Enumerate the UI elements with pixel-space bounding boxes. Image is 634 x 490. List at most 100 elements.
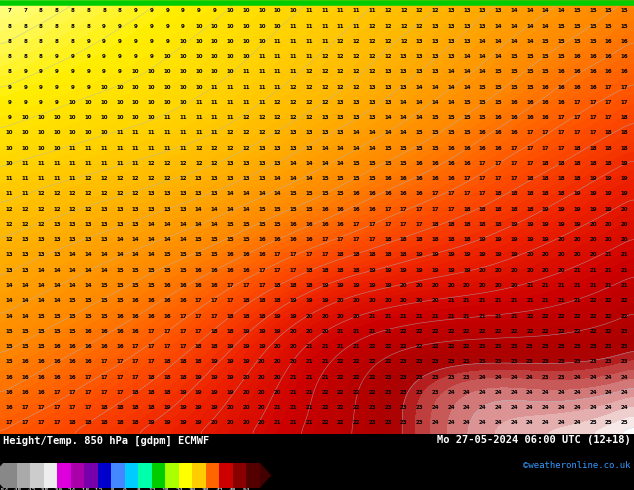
Text: 11: 11 — [116, 130, 124, 135]
Text: 15: 15 — [84, 314, 92, 318]
Text: 20: 20 — [306, 329, 313, 334]
Text: 21: 21 — [274, 405, 281, 410]
Text: 21: 21 — [510, 298, 518, 303]
Text: 9: 9 — [150, 24, 153, 28]
Text: 10: 10 — [148, 85, 155, 90]
Text: 22: 22 — [573, 329, 581, 334]
Text: 15: 15 — [132, 283, 139, 288]
Text: 16: 16 — [432, 176, 439, 181]
Text: 16: 16 — [416, 176, 424, 181]
Text: 11: 11 — [210, 100, 218, 105]
Text: 12: 12 — [337, 85, 344, 90]
Text: 21: 21 — [542, 283, 550, 288]
Text: 16: 16 — [573, 54, 581, 59]
Text: 18: 18 — [242, 314, 250, 318]
Text: 19: 19 — [242, 359, 250, 364]
Text: 10: 10 — [53, 115, 61, 120]
Text: 13: 13 — [6, 268, 13, 273]
Text: 19: 19 — [400, 268, 408, 273]
Text: 15: 15 — [164, 252, 171, 257]
FancyBboxPatch shape — [233, 463, 247, 488]
Text: 11: 11 — [164, 146, 171, 150]
Text: 14: 14 — [164, 222, 171, 227]
Text: 14: 14 — [416, 100, 424, 105]
Text: 14: 14 — [148, 252, 155, 257]
Text: 19: 19 — [589, 192, 597, 196]
Text: 19: 19 — [621, 176, 628, 181]
Text: 12: 12 — [179, 161, 187, 166]
Text: 11: 11 — [242, 70, 250, 74]
Text: 11: 11 — [226, 85, 234, 90]
Text: 10: 10 — [84, 115, 92, 120]
Text: 18: 18 — [132, 390, 139, 395]
Text: 16: 16 — [132, 314, 139, 318]
Text: 16: 16 — [306, 222, 313, 227]
Text: 22: 22 — [368, 374, 376, 380]
Text: 13: 13 — [258, 146, 266, 150]
Text: 20: 20 — [384, 298, 392, 303]
Text: 16: 16 — [542, 85, 550, 90]
Text: 13: 13 — [53, 252, 61, 257]
Text: 18: 18 — [495, 192, 502, 196]
Text: 30: 30 — [189, 489, 196, 490]
Text: 10: 10 — [22, 115, 29, 120]
FancyBboxPatch shape — [3, 463, 16, 488]
Text: 16: 16 — [557, 85, 566, 90]
Text: 16: 16 — [210, 283, 218, 288]
Text: 16: 16 — [306, 237, 313, 242]
Text: 23: 23 — [605, 359, 612, 364]
Text: 9: 9 — [55, 85, 59, 90]
Text: 19: 19 — [510, 222, 518, 227]
Text: 17: 17 — [337, 237, 344, 242]
Text: 12: 12 — [416, 8, 424, 13]
Text: 14: 14 — [68, 252, 77, 257]
Text: 16: 16 — [53, 359, 61, 364]
Text: 15: 15 — [37, 344, 45, 349]
Text: 13: 13 — [447, 24, 455, 28]
Text: 19: 19 — [542, 237, 550, 242]
Text: 10: 10 — [100, 115, 108, 120]
Text: 21: 21 — [321, 344, 328, 349]
Text: 15: 15 — [116, 283, 124, 288]
Text: 22: 22 — [353, 359, 360, 364]
Text: 13: 13 — [447, 8, 455, 13]
Text: 20: 20 — [621, 207, 628, 212]
Text: 22: 22 — [353, 390, 360, 395]
Text: 14: 14 — [210, 222, 218, 227]
Text: 16: 16 — [337, 207, 344, 212]
Text: 21: 21 — [447, 314, 455, 318]
Text: 17: 17 — [290, 252, 297, 257]
Text: 17: 17 — [258, 283, 266, 288]
Text: 21: 21 — [558, 298, 565, 303]
Text: 18: 18 — [384, 252, 392, 257]
Text: 21: 21 — [368, 329, 376, 334]
Text: 17: 17 — [557, 130, 566, 135]
Text: 15: 15 — [557, 39, 566, 44]
Text: 13: 13 — [148, 192, 155, 196]
FancyBboxPatch shape — [125, 463, 138, 488]
Text: 20: 20 — [258, 374, 266, 380]
Text: 14: 14 — [84, 268, 92, 273]
Text: 11: 11 — [164, 115, 171, 120]
Text: 15: 15 — [495, 70, 502, 74]
Text: 10: 10 — [179, 85, 187, 90]
Text: 9: 9 — [55, 100, 59, 105]
Text: 10: 10 — [148, 100, 155, 105]
Text: 15: 15 — [274, 222, 281, 227]
Text: 12: 12 — [400, 8, 408, 13]
Text: 20: 20 — [589, 222, 597, 227]
Text: 13: 13 — [479, 24, 486, 28]
Text: 13: 13 — [463, 24, 470, 28]
Text: 23: 23 — [384, 405, 392, 410]
Text: 23: 23 — [416, 405, 424, 410]
Text: 12: 12 — [69, 207, 76, 212]
Text: 22: 22 — [589, 298, 597, 303]
Text: 18: 18 — [416, 237, 424, 242]
Text: 14: 14 — [368, 146, 376, 150]
Text: 11: 11 — [242, 85, 250, 90]
Text: 18: 18 — [432, 222, 439, 227]
Text: 14: 14 — [132, 237, 139, 242]
Text: 24: 24 — [495, 420, 502, 425]
Text: 20: 20 — [542, 268, 550, 273]
Text: 15: 15 — [479, 115, 486, 120]
